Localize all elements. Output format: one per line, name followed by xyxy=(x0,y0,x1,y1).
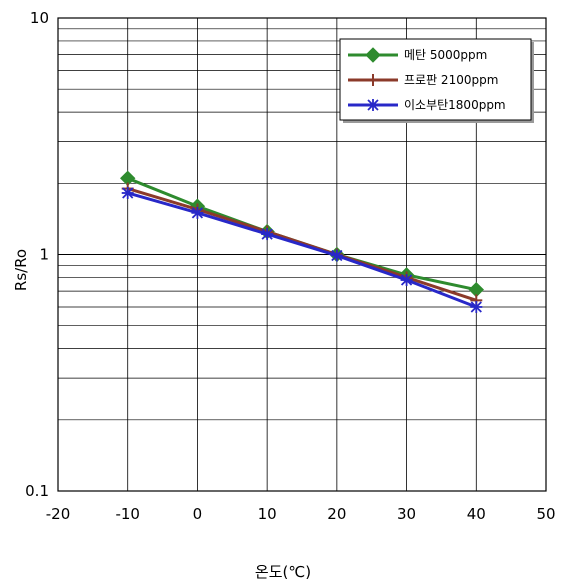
legend-marker xyxy=(365,47,381,63)
legend-marker xyxy=(367,99,379,111)
y-tick-label: 10 xyxy=(30,9,49,27)
data-point xyxy=(121,186,134,199)
legend: 메탄 5000ppm 프로판 2100ppm 이소부탄1800ppm xyxy=(339,38,534,123)
y-tick-label: 1 xyxy=(39,246,49,264)
legend-label: 메탄 5000ppm xyxy=(404,48,487,62)
series-3 xyxy=(121,186,483,313)
x-tick-label: -10 xyxy=(115,505,140,523)
x-tick-label: 40 xyxy=(467,505,486,523)
legend-marker xyxy=(367,74,379,86)
x-tick-label: 30 xyxy=(397,505,416,523)
legend-entry-3: 이소부탄1800ppm xyxy=(348,98,506,112)
data-point xyxy=(261,228,274,241)
x-axis-label: 온도(℃) xyxy=(255,563,311,581)
marker-stroke xyxy=(261,228,273,240)
x-tick-label: -20 xyxy=(46,505,71,523)
plot-frame xyxy=(57,17,547,492)
marker-stroke xyxy=(367,99,379,111)
legend-entry-1: 메탄 5000ppm xyxy=(348,47,487,63)
marker-stroke xyxy=(191,207,204,219)
marker-stroke xyxy=(331,249,343,262)
y-tick-label: 0.1 xyxy=(25,482,49,500)
legend-label: 프로판 2100ppm xyxy=(404,73,498,87)
data-point xyxy=(470,300,483,313)
x-tick-label: 20 xyxy=(327,505,346,523)
marker-stroke xyxy=(122,187,134,199)
series-layer xyxy=(120,170,484,313)
y-axis-label: Rs/Ro xyxy=(12,249,30,291)
series-line xyxy=(127,191,477,309)
marker-stroke xyxy=(400,274,413,286)
x-tick-label: 0 xyxy=(193,505,203,523)
series-1 xyxy=(120,170,484,298)
legend-label: 이소부탄1800ppm xyxy=(404,98,506,112)
series-line xyxy=(127,187,477,302)
legend-entry-2: 프로판 2100ppm xyxy=(348,73,498,87)
data-point xyxy=(400,274,413,287)
data-point xyxy=(191,206,204,219)
y-axis-ticks: 0.1 1 10 xyxy=(25,9,49,500)
x-axis-ticks: -20 -10 0 10 20 30 40 50 xyxy=(46,505,556,523)
data-point xyxy=(330,249,343,262)
series-line xyxy=(127,176,477,292)
x-tick-label: 10 xyxy=(258,505,277,523)
x-tick-label: 50 xyxy=(536,505,555,523)
marker-stroke xyxy=(470,301,482,313)
